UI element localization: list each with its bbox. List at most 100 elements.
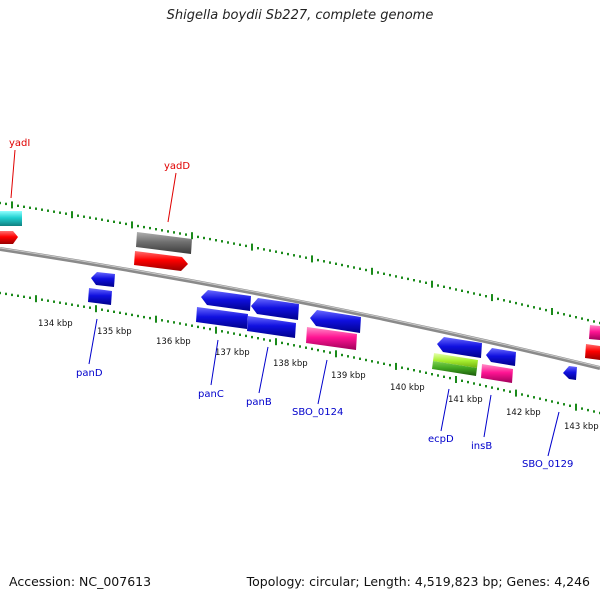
gene-label-panB[interactable]: panB (246, 397, 272, 408)
gene-label-yadI[interactable]: yadI (9, 138, 30, 149)
major-tick (71, 211, 73, 219)
minor-tick (17, 294, 19, 297)
scale-label-140: 140 kbp (390, 383, 425, 393)
minor-tick (65, 302, 67, 305)
gene-SBO_0124-magenta[interactable] (306, 327, 357, 350)
minor-tick (443, 285, 445, 288)
major-tick (371, 267, 373, 275)
minor-tick (479, 383, 481, 386)
minor-tick (53, 210, 55, 213)
gene-panB-lower[interactable] (247, 316, 296, 338)
gene-panC-lower[interactable] (196, 307, 248, 329)
minor-tick (461, 289, 463, 292)
minor-tick (521, 393, 523, 396)
minor-tick (329, 261, 331, 264)
minor-tick (473, 382, 475, 385)
minor-tick (119, 221, 121, 224)
gene-label-panD[interactable]: panD (76, 368, 103, 379)
gene-ecpD-green[interactable] (432, 361, 477, 376)
minor-tick (281, 341, 283, 345)
minor-tick (155, 228, 157, 231)
minor-tick (371, 360, 373, 363)
major-tick (491, 294, 493, 302)
minor-tick (467, 290, 469, 294)
minor-tick (449, 376, 451, 380)
minor-tick (179, 322, 181, 325)
minor-tick (41, 208, 43, 211)
minor-tick (479, 293, 481, 296)
gene-small-blue[interactable] (563, 366, 577, 380)
major-tick (131, 221, 133, 229)
minor-tick (563, 313, 565, 316)
gene-label-yadD[interactable]: yadD (164, 161, 190, 172)
minor-tick (317, 258, 319, 262)
minor-tick (257, 337, 259, 340)
minor-tick (317, 348, 319, 352)
major-tick (575, 403, 577, 411)
genome-backbone (0, 247, 600, 370)
minor-tick (557, 311, 559, 315)
gene-label-SBO_0129[interactable]: SBO_0129 (522, 459, 573, 470)
gene-yadI-red[interactable] (0, 231, 18, 244)
scale-label-135: 135 kbp (97, 327, 132, 337)
minor-tick (287, 252, 289, 256)
minor-tick (125, 222, 127, 226)
gene-ecpD-lime[interactable] (433, 353, 478, 368)
minor-tick (593, 320, 595, 323)
minor-tick (365, 358, 367, 362)
minor-tick (131, 313, 133, 317)
minor-tick (287, 342, 289, 346)
minor-tick (35, 207, 37, 210)
minor-tick (485, 295, 487, 298)
gene-insB-magenta[interactable] (481, 364, 513, 383)
gene-right-red[interactable] (585, 344, 600, 360)
gene-label-SBO_0124[interactable]: SBO_0124 (292, 407, 343, 418)
minor-tick (299, 255, 301, 258)
gene-label-ecpD[interactable]: ecpD (428, 434, 454, 445)
minor-tick (197, 235, 199, 239)
scale-label-137: 137 kbp (215, 348, 250, 358)
minor-tick (431, 373, 433, 376)
minor-tick (137, 224, 139, 228)
minor-tick (167, 320, 169, 323)
minor-tick (47, 299, 49, 302)
minor-tick (251, 335, 253, 339)
minor-tick (443, 375, 445, 378)
minor-tick (161, 319, 163, 322)
minor-tick (437, 284, 439, 287)
minor-tick (107, 309, 109, 312)
minor-tick (383, 272, 385, 275)
gene-label-insB[interactable]: insB (471, 441, 492, 452)
minor-tick (401, 276, 403, 279)
gene-ecpD-blue[interactable] (437, 337, 482, 358)
gene-SBO_0124-blue[interactable] (310, 310, 361, 333)
minor-tick (65, 212, 67, 215)
gene-insB-blue[interactable] (486, 348, 516, 366)
minor-tick (89, 306, 91, 309)
gene-panC-upper[interactable] (201, 290, 251, 311)
minor-tick (11, 293, 13, 297)
minor-tick (83, 305, 85, 308)
minor-tick (263, 248, 265, 251)
minor-tick (119, 311, 121, 314)
gene-right-magenta[interactable] (589, 325, 600, 340)
gene-panB-upper[interactable] (251, 298, 299, 320)
minor-tick (545, 308, 547, 312)
minor-tick (191, 324, 193, 327)
major-tick (251, 243, 253, 251)
scale-label-142: 142 kbp (506, 408, 541, 418)
label-connectors-bottom (88, 318, 560, 457)
gene-label-panC[interactable]: panC (198, 389, 224, 400)
gene-yadI-cyan[interactable] (0, 211, 22, 226)
gene-panD-upper[interactable] (91, 272, 115, 287)
gene-yadD-red[interactable] (134, 251, 188, 271)
gene-yadD-gray[interactable] (136, 232, 192, 254)
minor-tick (419, 280, 421, 283)
scale-label-141: 141 kbp (448, 395, 483, 405)
minor-tick (347, 355, 349, 358)
minor-tick (269, 339, 271, 342)
gene-panD-lower[interactable] (88, 288, 112, 305)
minor-tick (515, 301, 517, 305)
minor-tick (185, 323, 187, 326)
